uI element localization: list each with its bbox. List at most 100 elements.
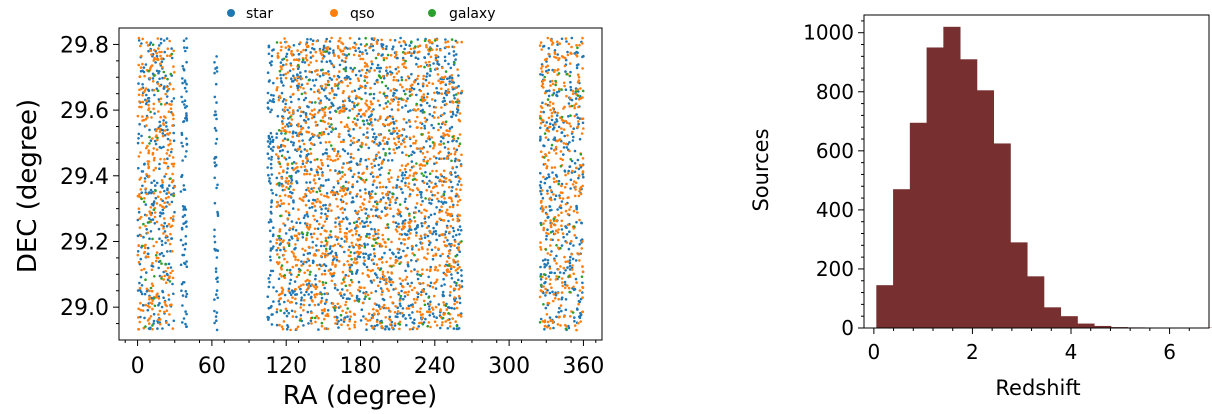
- scatter-point-qso: [316, 73, 319, 76]
- scatter-point-star: [306, 310, 310, 314]
- scatter-point-qso: [167, 195, 170, 199]
- scatter-point-qso: [426, 137, 430, 140]
- scatter-point-qso: [146, 319, 150, 322]
- scatter-point-star: [294, 131, 298, 135]
- scatter-point-star: [333, 309, 337, 312]
- scatter-point-qso: [341, 49, 345, 53]
- scatter-point-qso: [410, 52, 414, 55]
- scatter-point-qso: [324, 72, 328, 75]
- scatter-point-star: [216, 183, 219, 187]
- scatter-point-qso: [375, 40, 379, 44]
- scatter-point-qso: [549, 225, 553, 229]
- scatter-point-qso: [349, 139, 353, 142]
- scatter-point-qso: [155, 148, 159, 151]
- scatter-point-qso: [456, 106, 459, 109]
- scatter-point-star: [457, 180, 461, 183]
- scatter-point-star: [184, 208, 188, 211]
- scatter-point-star: [379, 287, 383, 290]
- scatter-point-qso: [352, 101, 356, 105]
- scatter-point-qso: [452, 137, 456, 141]
- scatter-point-qso: [362, 203, 365, 206]
- scatter-point-star: [163, 134, 167, 137]
- scatter-point-star: [292, 130, 295, 133]
- scatter-point-star: [308, 303, 311, 307]
- scatter-point-qso: [146, 231, 149, 235]
- scatter-point-qso: [563, 56, 567, 60]
- legend-label-qso: qso: [350, 6, 375, 22]
- scatter-point-star: [455, 139, 458, 143]
- scatter-point-qso: [410, 288, 414, 292]
- scatter-point-star: [327, 132, 330, 136]
- scatter-point-star: [288, 268, 292, 272]
- scatter-point-qso: [275, 77, 279, 80]
- scatter-point-qso: [426, 248, 429, 251]
- scatter-point-star: [401, 307, 405, 310]
- scatter-point-qso: [390, 271, 393, 274]
- scatter-point-qso: [324, 244, 328, 247]
- scatter-point-qso: [395, 79, 398, 82]
- scatter-point-star: [455, 148, 459, 152]
- histogram-y-tick-label: 600: [816, 139, 854, 163]
- scatter-point-qso: [155, 256, 159, 260]
- scatter-point-qso: [565, 121, 569, 124]
- scatter-point-qso: [457, 144, 461, 148]
- scatter-point-qso: [411, 305, 415, 309]
- scatter-point-star: [427, 275, 431, 279]
- scatter-point-qso: [566, 223, 570, 227]
- scatter-point-qso: [281, 240, 285, 244]
- scatter-point-qso: [451, 86, 454, 89]
- scatter-point-qso: [172, 117, 175, 121]
- scatter-point-star: [334, 169, 337, 172]
- scatter-point-qso: [161, 205, 164, 208]
- scatter-point-qso: [156, 82, 160, 86]
- scatter-point-galaxy: [278, 69, 282, 73]
- scatter-point-qso: [441, 233, 445, 236]
- scatter-point-qso: [138, 217, 141, 220]
- scatter-point-star: [548, 55, 551, 58]
- scatter-point-qso: [156, 127, 159, 131]
- scatter-point-qso: [414, 301, 417, 304]
- scatter-point-galaxy: [300, 231, 304, 234]
- scatter-point-qso: [137, 207, 141, 210]
- scatter-point-qso: [433, 268, 437, 272]
- scatter-point-qso: [456, 68, 459, 71]
- scatter-point-star: [548, 185, 552, 189]
- scatter-point-star: [142, 235, 145, 239]
- scatter-point-qso: [555, 129, 559, 133]
- scatter-point-star: [213, 71, 216, 75]
- scatter-point-galaxy: [544, 248, 548, 251]
- scatter-point-galaxy: [410, 40, 413, 43]
- scatter-point-qso: [561, 158, 564, 162]
- scatter-point-qso: [159, 190, 162, 194]
- scatter-point-galaxy: [407, 154, 411, 158]
- scatter-point-qso: [405, 307, 409, 310]
- scatter-point-qso: [287, 195, 290, 198]
- scatter-point-star: [152, 200, 156, 203]
- scatter-point-qso: [363, 86, 367, 90]
- scatter-point-star: [357, 148, 360, 151]
- scatter-point-star: [436, 62, 439, 65]
- scatter-point-qso: [146, 44, 150, 47]
- scatter-point-qso: [453, 296, 456, 299]
- scatter-point-qso: [338, 37, 342, 40]
- scatter-point-galaxy: [297, 64, 300, 67]
- scatter-point-qso: [336, 152, 340, 156]
- scatter-point-qso: [556, 139, 559, 143]
- scatter-point-galaxy: [169, 72, 173, 76]
- scatter-point-star: [552, 126, 556, 129]
- scatter-point-star: [571, 139, 575, 142]
- scatter-point-qso: [334, 82, 337, 86]
- scatter-point-star: [320, 60, 324, 63]
- scatter-point-star: [364, 84, 367, 88]
- scatter-point-qso: [353, 299, 357, 303]
- scatter-point-qso: [307, 131, 311, 134]
- scatter-point-galaxy: [148, 135, 151, 139]
- scatter-point-qso: [280, 325, 284, 329]
- scatter-point-star: [336, 107, 340, 110]
- scatter-point-galaxy: [344, 284, 348, 288]
- scatter-point-qso: [142, 118, 145, 122]
- scatter-point-galaxy: [408, 212, 411, 216]
- scatter-point-star: [180, 282, 184, 286]
- scatter-point-star: [554, 293, 558, 297]
